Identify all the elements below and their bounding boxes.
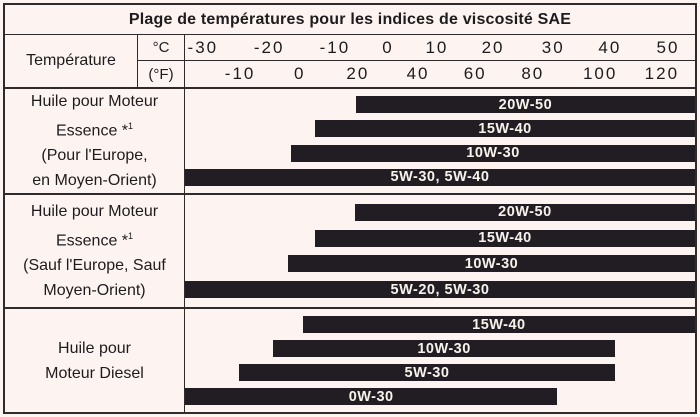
celsius-tick: -30 [187, 38, 219, 57]
oil-section-diesel: Huile pour Moteur Diesel 15W-40 10W-30 5W-30… [5, 309, 695, 412]
celsius-tick: 20 [481, 38, 505, 57]
fahrenheit-tick: 60 [463, 64, 487, 83]
viscosity-range-bar: 15W-40 [315, 120, 695, 138]
footnote-marker: 1 [128, 120, 134, 131]
oil-type-label: Huile pour Moteur Essence *1 (Sauf l'Europ… [5, 195, 185, 307]
oil-type-label-line: Essence *1 [55, 230, 134, 250]
viscosity-grade-label: 0W-30 [348, 388, 394, 405]
viscosity-range-bar: 5W-20, 5W-30 [185, 281, 695, 299]
viscosity-grade-label: 5W-30, 5W-40 [390, 169, 490, 186]
viscosity-range-bar: 10W-30 [291, 144, 695, 162]
oil-type-label-line: Huile pour Moteur [30, 202, 159, 220]
oil-type-label-line: en Moyen-Orient) [32, 172, 157, 190]
viscosity-range-bar: 20W-50 [355, 96, 695, 114]
viscosity-temperature-table: Plage de températures pour les indices d… [3, 3, 697, 414]
celsius-scale-row: -30 -20 -10 0 10 20 30 40 50 [185, 35, 695, 61]
fahrenheit-tick: 80 [521, 64, 545, 83]
fahrenheit-tick: 100 [582, 64, 618, 83]
celsius-tick: -20 [253, 38, 285, 57]
viscosity-grade-label: 15W-40 [478, 230, 532, 247]
temperature-range-plot: 20W-50 15W-40 10W-30 5W-30, 5W-40 [185, 89, 695, 193]
table-title-row: Plage de températures pour les indices d… [5, 5, 695, 35]
viscosity-range-bar: 20W-50 [354, 203, 695, 221]
viscosity-range-bar: 0W-30 [185, 388, 558, 405]
viscosity-grade-label: 5W-20, 5W-30 [390, 281, 490, 298]
viscosity-range-bar: 10W-30 [288, 255, 695, 273]
viscosity-grade-label: 5W-30 [404, 364, 450, 381]
temperature-axis-label: Température [5, 35, 138, 87]
oil-type-label: Huile pour Moteur Essence *1 (Pour l'Europ… [5, 89, 185, 193]
temperature-range-plot: 20W-50 15W-40 10W-30 5W-20, 5W-30 [185, 195, 695, 307]
oil-type-label-line: (Pour l'Europe, [41, 147, 148, 165]
celsius-tick: 0 [382, 38, 394, 57]
viscosity-range-bar: 15W-40 [315, 229, 695, 247]
fahrenheit-scale-row: -10 0 20 40 60 80 100 120 [185, 61, 695, 87]
viscosity-grade-label: 20W-50 [498, 204, 552, 221]
celsius-tick: 10 [425, 38, 449, 57]
viscosity-grade-label: 10W-30 [466, 145, 520, 162]
oil-type-label: Huile pour Moteur Diesel [5, 309, 185, 412]
viscosity-grade-label: 15W-40 [478, 120, 532, 137]
oil-type-label-line: Huile pour [58, 339, 131, 357]
fahrenheit-tick: 20 [346, 64, 370, 83]
celsius-tick: -10 [319, 38, 351, 57]
celsius-unit-label: °C [138, 35, 184, 61]
oil-type-label-line: Moteur Diesel [45, 364, 144, 382]
oil-type-label-line: (Sauf l'Europe, Sauf [23, 257, 166, 275]
table-title: Plage de températures pour les indices d… [128, 10, 572, 28]
viscosity-range-bar: 10W-30 [273, 340, 615, 357]
viscosity-grade-label: 20W-50 [498, 96, 553, 113]
oil-section-essence-hors-europe: Huile pour Moteur Essence *1 (Sauf l'Europ… [5, 195, 695, 309]
fahrenheit-tick: 120 [644, 64, 680, 83]
temperature-range-plot: 15W-40 10W-30 5W-30 0W-30 [185, 309, 695, 412]
unit-column: °C (°F) [138, 35, 185, 87]
fahrenheit-tick: 0 [294, 64, 306, 83]
celsius-tick: 30 [541, 38, 565, 57]
fahrenheit-tick: -10 [224, 64, 256, 83]
viscosity-grade-label: 15W-40 [472, 316, 526, 333]
viscosity-range-bar: 5W-30, 5W-40 [185, 168, 695, 186]
celsius-tick: 50 [656, 38, 680, 57]
viscosity-grade-label: 10W-30 [464, 255, 519, 272]
viscosity-range-bar: 15W-40 [302, 316, 695, 333]
celsius-tick: 40 [598, 38, 622, 57]
oil-type-label-line: Huile pour Moteur [30, 92, 159, 110]
oil-type-label-line: Essence *1 [55, 120, 134, 140]
viscosity-range-bar: 5W-30 [239, 364, 615, 381]
viscosity-grade-label: 10W-30 [417, 340, 471, 357]
temperature-header-row: Température °C (°F) -30 -20 -10 0 10 20 30 40 50… [5, 35, 695, 89]
oil-section-essence-europe: Huile pour Moteur Essence *1 (Pour l'Europ… [5, 89, 695, 195]
temperature-scale: -30 -20 -10 0 10 20 30 40 50 -10 0 20 40 60 80 100 120 [185, 35, 695, 87]
oil-type-label-line: Moyen-Orient) [43, 282, 146, 300]
fahrenheit-unit-label: (°F) [148, 65, 174, 83]
fahrenheit-tick: 40 [406, 64, 430, 83]
footnote-marker: 1 [128, 230, 134, 241]
